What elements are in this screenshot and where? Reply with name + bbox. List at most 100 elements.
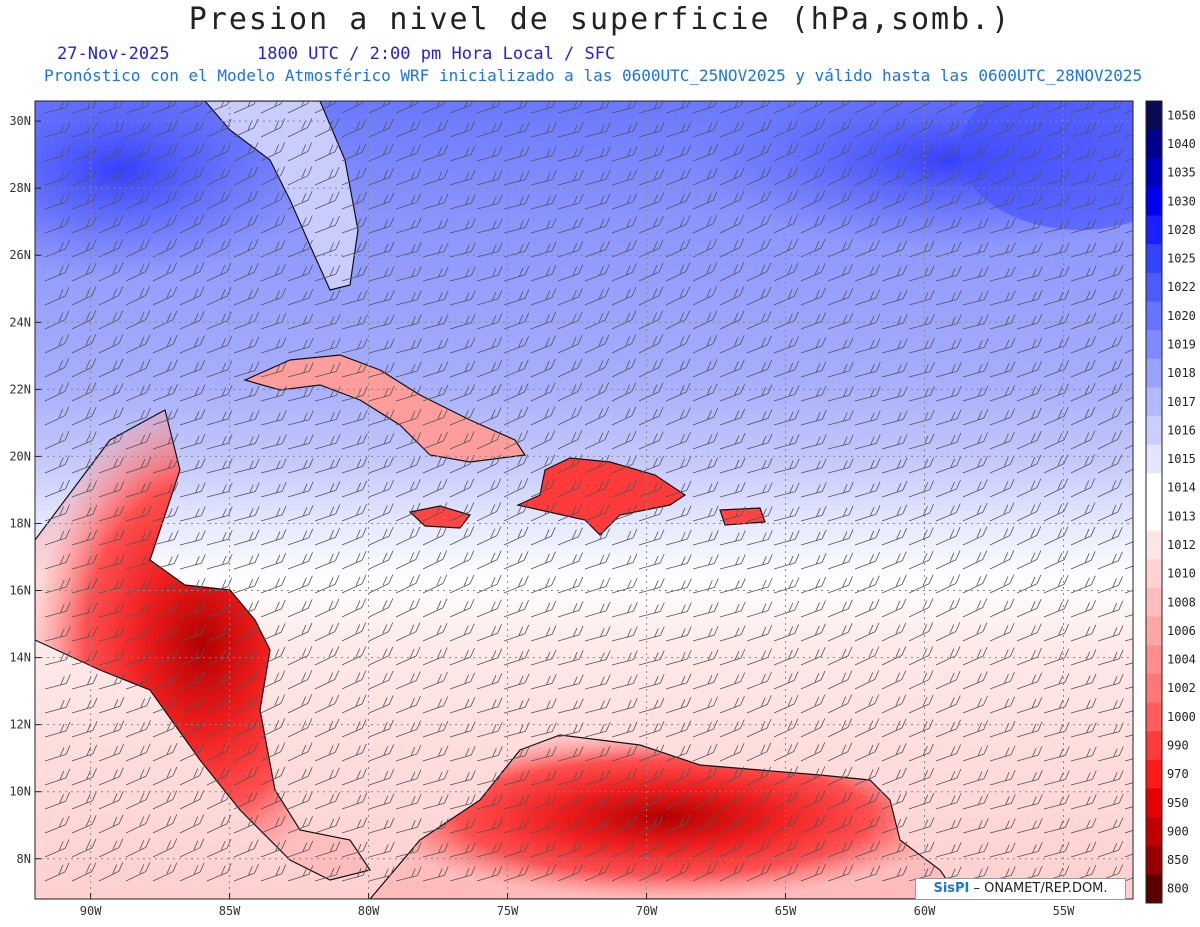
wind-barb xyxy=(989,290,1016,306)
wind-barb xyxy=(152,742,178,762)
wind-barb xyxy=(935,670,961,690)
wind-barb xyxy=(746,335,772,354)
wind-barb xyxy=(881,504,908,522)
wind-barb xyxy=(611,358,637,378)
model-description: Pronóstico con el Modelo Atmosférico WRF… xyxy=(44,66,1143,85)
wind-barb xyxy=(314,841,341,858)
colorbar-swatch xyxy=(1146,587,1162,618)
wind-barb xyxy=(206,458,233,474)
wind-barb xyxy=(98,215,124,234)
wind-barb xyxy=(854,791,880,810)
wind-barb xyxy=(1097,288,1124,306)
wind-barb xyxy=(395,671,421,690)
wind-barb xyxy=(422,193,449,210)
wind-barb xyxy=(800,863,826,882)
wind-barb xyxy=(71,192,98,210)
credit-text: – ONAMET/REP.DOM. xyxy=(973,881,1108,896)
wind-barb xyxy=(1043,218,1070,234)
wind-barb xyxy=(341,265,368,282)
wind-barb xyxy=(557,334,583,354)
wind-barb xyxy=(287,264,314,282)
wind-barb xyxy=(233,553,260,570)
wind-barb xyxy=(773,838,799,858)
wind-barb xyxy=(1016,266,1043,282)
wind-barb xyxy=(1070,526,1096,546)
wind-barb xyxy=(233,506,260,522)
wind-barb xyxy=(341,216,368,234)
wind-barb xyxy=(152,262,178,282)
wind-barb xyxy=(935,409,962,426)
wind-barb xyxy=(476,121,503,138)
wind-barb xyxy=(1124,468,1133,474)
wind-barb xyxy=(206,530,233,546)
wind-barb xyxy=(341,550,367,570)
wind-barb xyxy=(260,386,287,402)
wind-barb xyxy=(287,694,313,714)
wind-barb xyxy=(989,842,1016,858)
colorbar-label: 1015 xyxy=(1167,452,1196,466)
wind-barb xyxy=(746,433,773,450)
wind-barb xyxy=(44,479,70,498)
wind-barb xyxy=(827,337,854,354)
wind-barb xyxy=(152,530,179,546)
wind-barb xyxy=(908,719,934,738)
wind-barb xyxy=(341,386,368,402)
wind-barb xyxy=(422,696,449,714)
wind-barb xyxy=(1097,502,1123,522)
wind-barb xyxy=(989,550,1015,570)
wind-barb xyxy=(341,792,368,810)
wind-barb xyxy=(1043,575,1069,594)
wind-barb xyxy=(773,118,799,138)
wind-barb xyxy=(611,406,637,426)
wind-barb xyxy=(638,815,664,834)
wind-barb xyxy=(800,600,826,618)
colorbar-label: 1017 xyxy=(1167,395,1196,409)
wind-barb xyxy=(530,146,557,162)
wind-barb xyxy=(935,314,962,330)
wind-barb xyxy=(800,553,827,570)
wind-barb xyxy=(773,101,797,114)
wind-barb xyxy=(935,362,962,378)
wind-barb xyxy=(962,793,989,810)
wind-barb xyxy=(233,718,259,738)
wind-barb xyxy=(665,191,691,210)
wind-barb xyxy=(206,262,232,282)
wind-barb xyxy=(476,526,502,546)
wind-barb xyxy=(584,577,611,594)
wind-barb xyxy=(908,216,935,234)
wind-barb xyxy=(1070,242,1097,258)
wind-barb xyxy=(152,766,178,786)
lon-tick-label: 80W xyxy=(358,904,380,918)
wind-barb xyxy=(449,623,475,642)
wind-barb xyxy=(935,574,961,594)
wind-barb xyxy=(233,287,259,306)
wind-barb xyxy=(989,574,1015,594)
wind-barb xyxy=(368,290,395,306)
wind-barb xyxy=(962,290,989,306)
wind-barb xyxy=(638,602,665,618)
wind-barb xyxy=(44,674,71,690)
wind-barb xyxy=(395,598,421,618)
wind-barb xyxy=(287,816,313,834)
yucatan-central-america xyxy=(35,409,371,881)
wind-barb xyxy=(476,360,502,378)
wind-barb xyxy=(422,550,448,570)
wind-barb xyxy=(287,646,313,666)
wind-barb xyxy=(827,791,853,810)
wind-barb xyxy=(908,622,934,642)
wind-barb xyxy=(746,262,772,282)
wind-barb xyxy=(584,792,611,810)
wind-barb xyxy=(1016,672,1043,690)
wind-barb xyxy=(962,361,989,378)
wind-barb xyxy=(152,143,178,162)
wind-barb xyxy=(314,743,340,762)
wind-barb xyxy=(881,101,904,114)
wind-barb xyxy=(827,312,854,330)
wind-barb xyxy=(125,144,151,162)
wind-barb xyxy=(341,143,367,162)
wind-barb xyxy=(341,167,367,186)
wind-barb xyxy=(692,862,718,882)
wind-barb xyxy=(638,721,665,738)
wind-barb xyxy=(1016,550,1042,570)
wind-barb xyxy=(368,362,395,378)
